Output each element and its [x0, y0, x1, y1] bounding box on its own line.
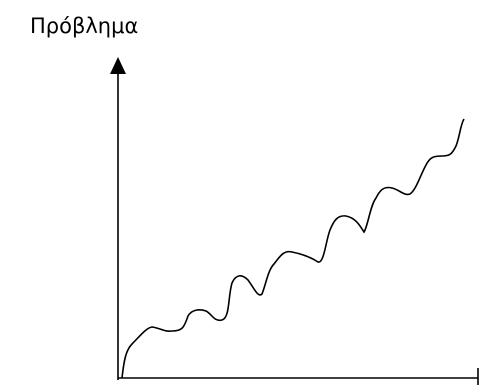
- axis-label: Πρόβλημα: [30, 14, 139, 38]
- arrow-head: [110, 57, 126, 74]
- curve: [121, 118, 465, 379]
